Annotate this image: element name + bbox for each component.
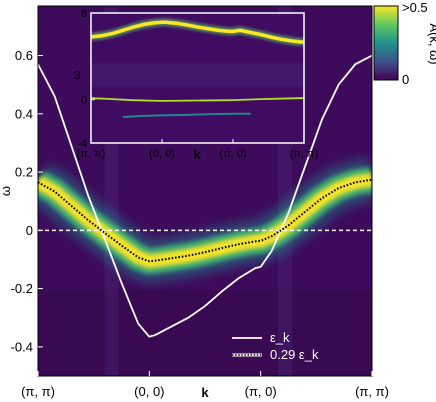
inset-y-tick-label: 0 <box>81 95 87 107</box>
inset-y-tick-label: 8 <box>81 8 87 20</box>
legend: ε_k 0.29 ε_k <box>232 330 319 362</box>
main-y-tick-label: 0 <box>26 223 33 238</box>
inset-y-axis-label: ω <box>71 70 83 79</box>
main-y-axis-label: ω <box>0 186 13 196</box>
main-x-tick-label: (π, π) <box>355 384 389 399</box>
inset-heatmap-plot <box>91 13 304 143</box>
legend-label-scaled-eps: 0.29 ε_k <box>270 347 319 362</box>
colorbar-max-label: >0.5 <box>402 0 428 15</box>
inset-plot-frame <box>90 12 305 144</box>
inset-lower-satellite-band <box>122 112 251 118</box>
main-y-tick-label: 0.6 <box>15 48 33 63</box>
inset-x-tick-label: (0, 0) <box>149 148 175 160</box>
colorbar-label: A(k, ω) <box>427 23 436 64</box>
colorbar-min-label: 0 <box>402 72 409 87</box>
spectral-band-core <box>38 172 372 269</box>
series-line-eps-k <box>38 54 372 338</box>
main-y-tick-label: 0.4 <box>15 106 33 121</box>
inset-y-tick-label: -4 <box>77 138 87 150</box>
inset-x-axis-label: k <box>193 147 201 162</box>
main-x-tick-label: (0, 0) <box>134 384 164 399</box>
inset-low-energy-band <box>91 97 304 102</box>
inset-x-tick-label: (π, π) <box>77 148 106 160</box>
inset-x-tick-label: (π, 0) <box>219 148 246 160</box>
main-x-axis-label: k <box>201 385 209 400</box>
inset-diffuse-feature <box>91 62 304 87</box>
inset-upper-band <box>91 20 304 44</box>
inset-x-tick-label: (π, π) <box>290 148 319 160</box>
legend-label-eps: ε_k <box>270 330 290 345</box>
main-y-tick-label: -0.4 <box>11 339 33 354</box>
main-y-tick-label: -0.2 <box>11 281 33 296</box>
main-plot-bottom-shade <box>38 290 372 376</box>
main-y-tick-label: 0.2 <box>15 165 33 180</box>
main-x-tick-label: (π, 0) <box>245 384 277 399</box>
main-x-tick-label: (π, π) <box>21 384 55 399</box>
colorbar <box>373 5 399 81</box>
main-plot-frame <box>37 5 373 377</box>
